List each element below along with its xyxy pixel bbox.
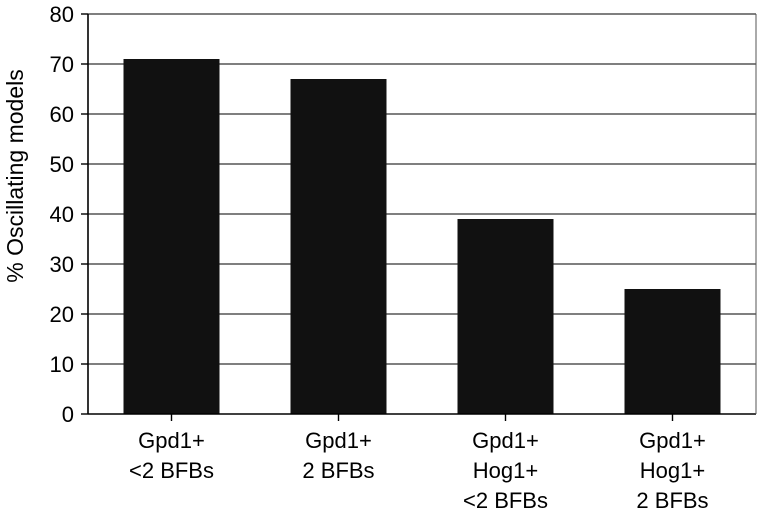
x-tick-label-line: Gpd1+ — [639, 428, 706, 453]
bar — [624, 289, 721, 414]
x-tick-label: Gpd1+ 2 BFBs — [302, 428, 374, 483]
y-tick-label: 80 — [50, 2, 74, 27]
y-tick-labels: 0 10 20 30 40 50 60 70 80 — [50, 2, 74, 427]
y-tick-label: 0 — [62, 402, 74, 427]
x-tick-label-line: Hog1+ — [473, 458, 538, 483]
bar — [290, 79, 387, 414]
x-tick-label-line: 2 BFBs — [636, 488, 708, 513]
x-tick-label-line: Gpd1+ — [305, 428, 372, 453]
x-tick-label-line: 2 BFBs — [302, 458, 374, 483]
axes — [81, 13, 757, 421]
x-tick-label-line: Gpd1+ — [138, 428, 205, 453]
x-tick-label-line: <2 BFBs — [129, 458, 214, 483]
y-axis-title: % Oscillating models — [2, 69, 28, 282]
x-tick-label: Gpd1+ Hog1+ <2 BFBs — [463, 428, 548, 513]
y-tick-label: 30 — [50, 252, 74, 277]
x-tick-label-line: <2 BFBs — [463, 488, 548, 513]
y-tick-label: 70 — [50, 52, 74, 77]
bar — [457, 219, 554, 414]
x-tick-label: Gpd1+ <2 BFBs — [129, 428, 214, 483]
y-tick-label: 40 — [50, 202, 74, 227]
bars — [123, 59, 721, 414]
y-tick-label: 60 — [50, 102, 74, 127]
y-tick-label: 50 — [50, 152, 74, 177]
x-tick-labels: Gpd1+ <2 BFBs Gpd1+ 2 BFBs Gpd1+ Hog1+ <2 BFBs… — [129, 428, 709, 513]
x-tick-label-line: Hog1+ — [640, 458, 705, 483]
bar — [123, 59, 220, 414]
x-tick-label-line: Gpd1+ — [472, 428, 539, 453]
x-tick-label: Gpd1+ Hog1+ 2 BFBs — [636, 428, 708, 513]
y-tick-label: 10 — [50, 352, 74, 377]
y-tick-label: 20 — [50, 302, 74, 327]
